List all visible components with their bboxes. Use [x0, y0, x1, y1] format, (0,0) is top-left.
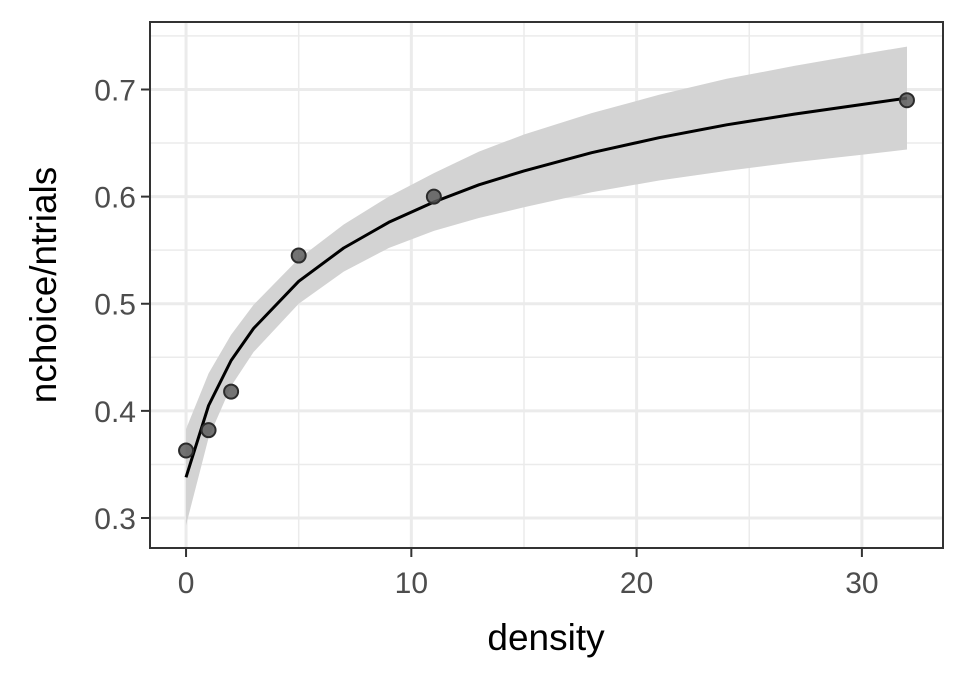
data-point-5: [898, 92, 915, 109]
x-axis-ticks: 0 10 20 30: [178, 548, 879, 600]
fit-line: [184, 96, 908, 478]
y-tick-label-2: 0.5: [94, 289, 136, 322]
confidence-band: [186, 46, 907, 526]
data-point-4: [425, 188, 442, 205]
y-tick-label-1: 0.4: [94, 396, 136, 429]
data-points: [178, 92, 915, 459]
y-axis-title: nchoice/ntrials: [23, 167, 64, 404]
data-point-3: [290, 247, 307, 264]
panel-border: [149, 21, 944, 549]
y-tick-label-4: 0.7: [94, 74, 136, 107]
y-tick-label-3: 0.6: [94, 182, 136, 215]
y-tick-label-0: 0.3: [94, 503, 136, 536]
y-axis-ticks: 0.3 0.4 0.5 0.6 0.7: [94, 74, 150, 536]
x-tick-label-2: 20: [620, 567, 653, 600]
x-axis-title: density: [487, 617, 605, 658]
data-point-1: [200, 422, 217, 439]
x-tick-label-3: 30: [845, 567, 878, 600]
data-point-0: [178, 442, 195, 459]
data-point-2: [223, 383, 240, 400]
x-tick-label-0: 0: [178, 567, 195, 600]
x-tick-label-1: 10: [395, 567, 428, 600]
